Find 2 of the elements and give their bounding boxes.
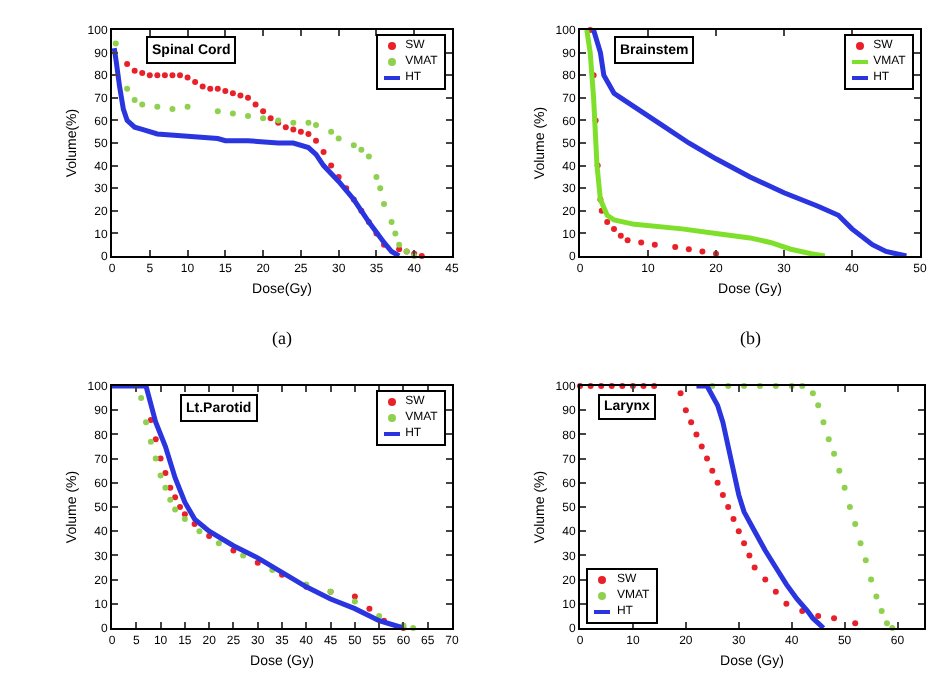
- text: (b): [740, 328, 761, 348]
- text: (a): [272, 328, 292, 348]
